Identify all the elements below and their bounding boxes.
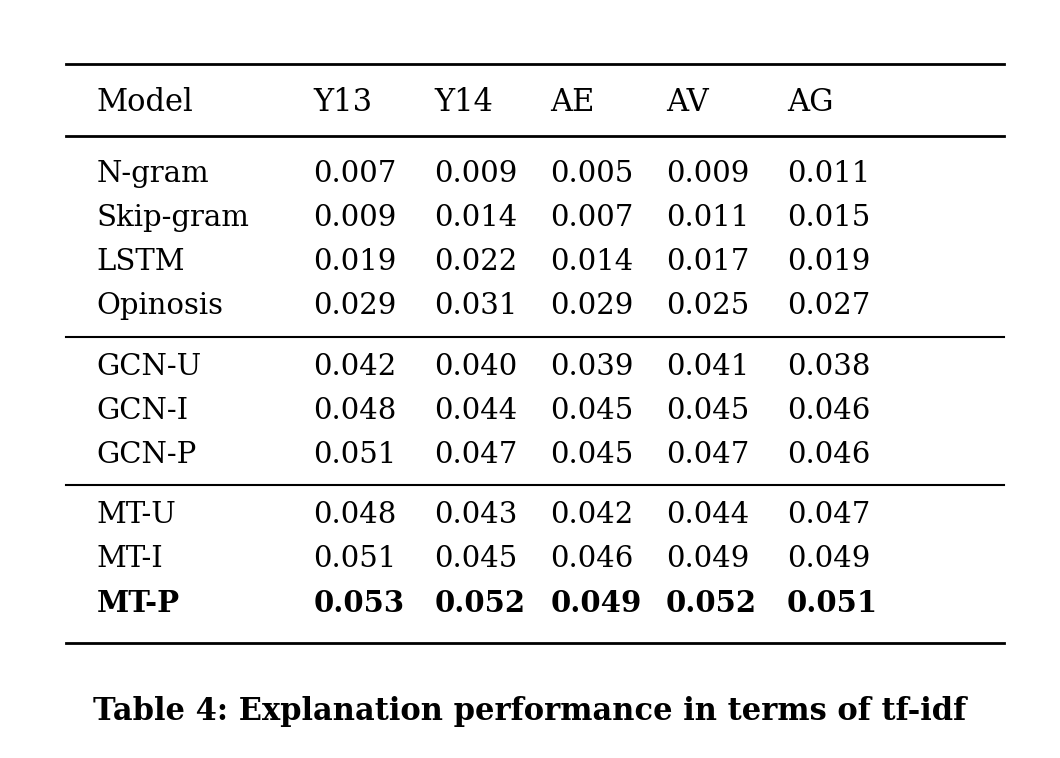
Text: 0.041: 0.041	[666, 353, 749, 381]
Text: 0.022: 0.022	[435, 249, 517, 276]
Text: 0.014: 0.014	[435, 205, 517, 232]
Text: 0.015: 0.015	[788, 205, 870, 232]
Text: 0.011: 0.011	[788, 161, 870, 188]
Text: Model: Model	[96, 87, 193, 117]
Text: MT-P: MT-P	[96, 589, 179, 618]
Text: 0.045: 0.045	[550, 441, 634, 468]
Text: 0.025: 0.025	[666, 293, 749, 320]
Text: 0.047: 0.047	[435, 441, 517, 468]
Text: Y14: Y14	[435, 87, 493, 117]
Text: 0.009: 0.009	[313, 205, 396, 232]
Text: MT-I: MT-I	[96, 546, 163, 573]
Text: 0.046: 0.046	[788, 441, 870, 468]
Text: 0.053: 0.053	[313, 589, 404, 618]
Text: 0.014: 0.014	[550, 249, 634, 276]
Text: AE: AE	[550, 87, 595, 117]
Text: 0.046: 0.046	[550, 546, 634, 573]
Text: 0.029: 0.029	[313, 293, 396, 320]
Text: 0.005: 0.005	[550, 161, 634, 188]
Text: 0.009: 0.009	[435, 161, 517, 188]
Text: 0.044: 0.044	[435, 397, 517, 424]
Text: AV: AV	[666, 87, 709, 117]
Text: Y13: Y13	[313, 87, 372, 117]
Text: LSTM: LSTM	[96, 249, 186, 276]
Text: 0.046: 0.046	[788, 397, 870, 424]
Text: 0.052: 0.052	[435, 589, 526, 618]
Text: 0.051: 0.051	[313, 546, 396, 573]
Text: 0.011: 0.011	[666, 205, 749, 232]
Text: 0.027: 0.027	[788, 293, 870, 320]
Text: 0.051: 0.051	[788, 589, 879, 618]
Text: 0.038: 0.038	[788, 353, 870, 381]
Text: 0.031: 0.031	[435, 293, 517, 320]
Text: Table 4: Explanation performance in terms of tf-idf: Table 4: Explanation performance in term…	[93, 696, 967, 726]
Text: N-gram: N-gram	[96, 161, 209, 188]
Text: GCN-P: GCN-P	[96, 441, 197, 468]
Text: 0.047: 0.047	[666, 441, 749, 468]
Text: 0.007: 0.007	[313, 161, 396, 188]
Text: 0.007: 0.007	[550, 205, 634, 232]
Text: 0.045: 0.045	[666, 397, 749, 424]
Text: 0.047: 0.047	[788, 502, 870, 529]
Text: 0.042: 0.042	[550, 502, 634, 529]
Text: 0.042: 0.042	[313, 353, 396, 381]
Text: 0.009: 0.009	[666, 161, 749, 188]
Text: 0.017: 0.017	[666, 249, 749, 276]
Text: GCN-I: GCN-I	[96, 397, 189, 424]
Text: 0.019: 0.019	[788, 249, 870, 276]
Text: 0.051: 0.051	[313, 441, 396, 468]
Text: 0.043: 0.043	[435, 502, 517, 529]
Text: 0.048: 0.048	[313, 502, 396, 529]
Text: MT-U: MT-U	[96, 502, 176, 529]
Text: 0.039: 0.039	[550, 353, 634, 381]
Text: 0.045: 0.045	[435, 546, 517, 573]
Text: GCN-U: GCN-U	[96, 353, 201, 381]
Text: 0.040: 0.040	[435, 353, 517, 381]
Text: 0.045: 0.045	[550, 397, 634, 424]
Text: 0.029: 0.029	[550, 293, 634, 320]
Text: 0.048: 0.048	[313, 397, 396, 424]
Text: 0.049: 0.049	[550, 589, 641, 618]
Text: 0.044: 0.044	[666, 502, 749, 529]
Text: 0.019: 0.019	[313, 249, 396, 276]
Text: 0.049: 0.049	[666, 546, 749, 573]
Text: 0.052: 0.052	[666, 589, 757, 618]
Text: 0.049: 0.049	[788, 546, 870, 573]
Text: Skip-gram: Skip-gram	[96, 205, 249, 232]
Text: AG: AG	[788, 87, 833, 117]
Text: Opinosis: Opinosis	[96, 293, 224, 320]
